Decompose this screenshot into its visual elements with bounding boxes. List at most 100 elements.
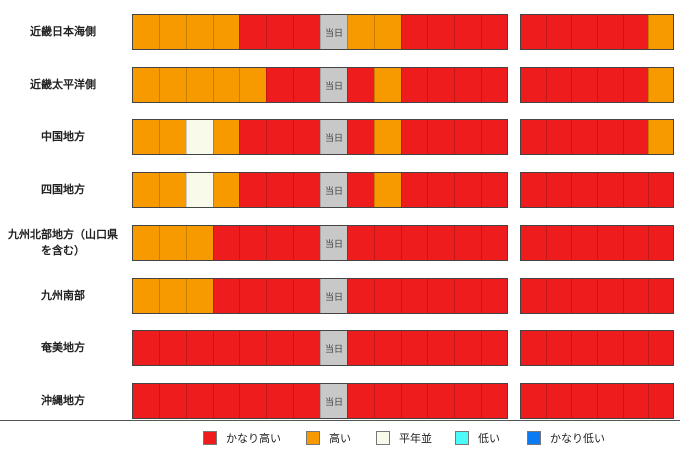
- outlook-cell: [213, 330, 239, 366]
- outlook-cell: [132, 225, 159, 261]
- outlook-cell: [213, 14, 239, 50]
- outlook-cell: [427, 67, 454, 103]
- outlook-cell: [266, 172, 293, 208]
- outlook-cell: [427, 330, 454, 366]
- legend-item: かなり高い: [203, 429, 281, 447]
- outlook-cell: [293, 67, 320, 103]
- region-label: 沖縄地方: [41, 394, 85, 407]
- today-label: 当日: [324, 292, 343, 303]
- outlook-cell: [520, 330, 546, 366]
- outlook-cell: [597, 225, 623, 261]
- outlook-cell: [427, 119, 454, 155]
- outlook-cell: [401, 14, 427, 50]
- legend-swatch: [455, 431, 469, 445]
- outlook-cell: [454, 67, 481, 103]
- outlook-cell: [186, 383, 213, 419]
- today-cell: 当日: [320, 225, 347, 261]
- outlook-cell: [401, 119, 427, 155]
- outlook-cell: [623, 172, 648, 208]
- legend-label: かなり高い: [226, 432, 281, 445]
- outlook-cell: [481, 330, 508, 366]
- outlook-cell: [159, 67, 186, 103]
- outlook-cell: [597, 330, 623, 366]
- legend-label: かなり低い: [550, 432, 605, 445]
- outlook-cell: [623, 278, 648, 314]
- outlook-cell: [266, 278, 293, 314]
- outlook-cell: [266, 67, 293, 103]
- outlook-cell: [159, 278, 186, 314]
- outlook-cell: [239, 278, 266, 314]
- today-cell: 当日: [320, 330, 347, 366]
- outlook-cell: [597, 14, 623, 50]
- outlook-cell: [347, 383, 374, 419]
- outlook-cell: [546, 67, 571, 103]
- legend-swatch: [203, 431, 217, 445]
- outlook-cell: [213, 172, 239, 208]
- outlook-cell: [623, 14, 648, 50]
- outlook-cell: [546, 225, 571, 261]
- outlook-cell: [374, 172, 401, 208]
- outlook-cell: [347, 14, 374, 50]
- outlook-cell: [481, 383, 508, 419]
- outlook-cell: [520, 119, 546, 155]
- outlook-cell: [427, 14, 454, 50]
- outlook-cell: [571, 119, 597, 155]
- outlook-cell: [571, 278, 597, 314]
- region-label: 九州北部地方（山口県を含む）: [8, 228, 118, 257]
- outlook-cell: [293, 278, 320, 314]
- legend-item: かなり低い: [527, 429, 605, 447]
- outlook-cell: [454, 14, 481, 50]
- outlook-cell: [159, 14, 186, 50]
- outlook-cell: [623, 119, 648, 155]
- outlook-cell: [623, 383, 648, 419]
- today-cell: 当日: [320, 67, 347, 103]
- outlook-cell: [481, 119, 508, 155]
- outlook-cell: [374, 225, 401, 261]
- outlook-cell: [427, 278, 454, 314]
- outlook-cell: [374, 383, 401, 419]
- outlook-cell: [186, 172, 213, 208]
- outlook-cell: [186, 278, 213, 314]
- today-label: 当日: [324, 81, 343, 92]
- outlook-cell: [347, 330, 374, 366]
- outlook-cell: [401, 225, 427, 261]
- outlook-cell: [648, 383, 674, 419]
- outlook-cell: [293, 172, 320, 208]
- region-label: 九州南部: [41, 289, 85, 302]
- outlook-cell: [266, 383, 293, 419]
- outlook-cell: [347, 225, 374, 261]
- outlook-cell: [597, 67, 623, 103]
- outlook-cell: [454, 172, 481, 208]
- outlook-cell: [266, 119, 293, 155]
- legend-label: 低い: [478, 432, 500, 445]
- outlook-cell: [293, 119, 320, 155]
- today-cell: 当日: [320, 172, 347, 208]
- outlook-cell: [239, 172, 266, 208]
- outlook-cell: [481, 278, 508, 314]
- outlook-cell: [401, 278, 427, 314]
- outlook-cell: [454, 225, 481, 261]
- outlook-cell: [597, 383, 623, 419]
- legend-swatch: [527, 431, 541, 445]
- today-cell: 当日: [320, 14, 347, 50]
- today-cell: 当日: [320, 119, 347, 155]
- outlook-cell: [546, 172, 571, 208]
- outlook-cell: [623, 67, 648, 103]
- today-label: 当日: [324, 28, 343, 39]
- outlook-cell: [546, 383, 571, 419]
- outlook-cell: [520, 225, 546, 261]
- outlook-cell: [347, 67, 374, 103]
- outlook-cell: [239, 119, 266, 155]
- outlook-cell: [454, 278, 481, 314]
- outlook-cell: [239, 14, 266, 50]
- region-label: 奄美地方: [41, 341, 85, 354]
- today-cell: 当日: [320, 278, 347, 314]
- outlook-cell: [266, 225, 293, 261]
- outlook-cell: [546, 119, 571, 155]
- legend-swatch: [306, 431, 320, 445]
- outlook-cell: [132, 330, 159, 366]
- outlook-cell: [159, 225, 186, 261]
- outlook-cell: [213, 119, 239, 155]
- outlook-cell: [520, 67, 546, 103]
- outlook-cell: [623, 330, 648, 366]
